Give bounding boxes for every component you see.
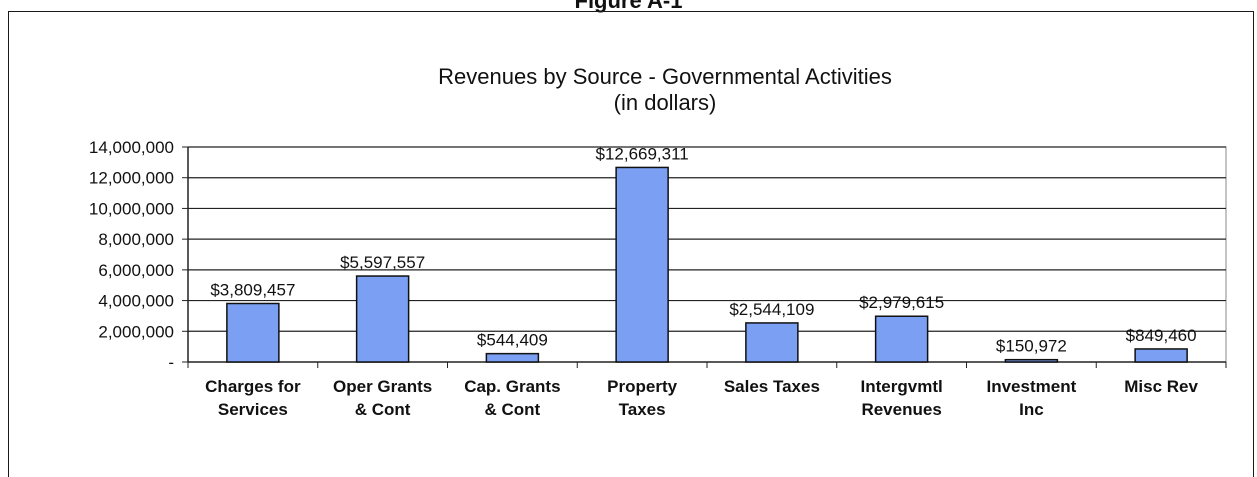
x-tick-label: Property [607,377,677,396]
x-tick-label: Services [218,400,288,419]
x-tick-label: Oper Grants [333,377,432,396]
y-tick-label: 2,000,000 [98,322,174,341]
bar [1134,348,1188,363]
x-tick-label: Investment [987,377,1077,396]
y-tick-label: 14,000,000 [89,138,174,157]
data-label: $2,544,109 [729,300,814,319]
y-tick-label: 6,000,000 [98,261,174,280]
bar [355,275,410,363]
data-label: $150,972 [996,337,1067,356]
x-tick-label: Sales Taxes [724,377,820,396]
chart-title: Revenues by Source - Governmental Activi… [438,64,892,89]
x-tick-label: Charges for [205,377,301,396]
y-tick-label: 10,000,000 [89,199,174,218]
data-label: $5,597,557 [340,253,425,272]
y-tick-label: 12,000,000 [89,169,174,188]
x-tick-label: & Cont [485,400,541,419]
x-tick-label: Taxes [619,400,666,419]
y-tick-label: 8,000,000 [98,230,174,249]
bar [874,315,929,363]
data-label: $544,409 [477,331,548,350]
x-tick-label: Intergvmtl [861,377,943,396]
figure-caption: Figure A-1 [574,0,683,13]
x-tick-label: Inc [1019,400,1044,419]
data-label: $3,809,457 [210,280,295,299]
bar [226,302,280,363]
data-label: $2,979,615 [859,293,944,312]
x-tick-label: Revenues [861,400,941,419]
bar [615,166,669,363]
y-tick-label: 4,000,000 [98,292,174,311]
x-tick-label: & Cont [355,400,411,419]
bar [485,352,540,363]
x-tick-label: Misc Rev [1124,377,1198,396]
plot-area: - 2,000,000 4,000,000 6,000,000 8,000,000 10,… [89,138,1227,419]
bar [1004,358,1059,363]
y-tick-label: - [168,353,174,372]
x-tick-label: Cap. Grants [464,377,560,396]
chart-frame [8,11,1254,477]
data-label: $12,669,311 [595,144,688,163]
data-label: $849,460 [1126,326,1197,345]
bar [745,322,799,363]
chart-subtitle: (in dollars) [614,90,717,115]
